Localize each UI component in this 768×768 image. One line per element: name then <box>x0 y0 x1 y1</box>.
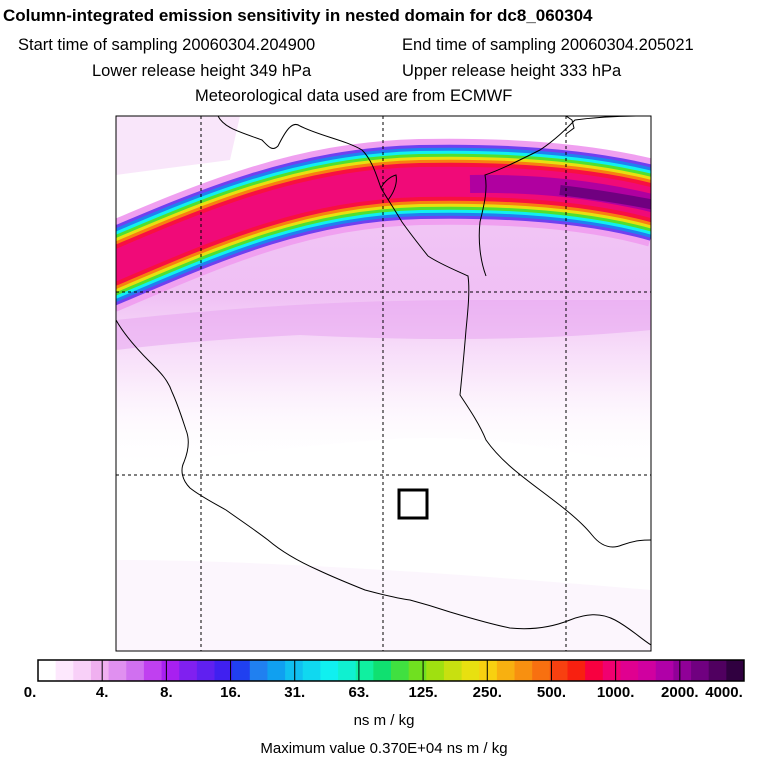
colorbar-swatch <box>496 660 516 681</box>
receptor-marker <box>397 488 429 520</box>
colorbar-swatch <box>126 660 145 681</box>
colorbar-swatch <box>532 660 551 681</box>
colorbar-swatch <box>320 660 339 681</box>
colorbar-swatch <box>285 660 304 681</box>
colorbar-swatch <box>196 660 215 681</box>
colorbar-tick-label: 2000. <box>661 684 699 701</box>
map-frame <box>115 115 652 652</box>
colorbar-swatch <box>708 660 727 681</box>
colorbar-tick-label: 1000. <box>596 684 635 701</box>
colorbar-swatch <box>355 660 374 681</box>
colorbar-swatch <box>602 660 621 681</box>
end-time-label: End time of sampling 20060304.205021 <box>402 36 694 54</box>
met-data-label: Meteorological data used are from ECMWF <box>195 87 513 105</box>
plume-band <box>116 138 651 312</box>
colorbar-swatch <box>673 660 692 681</box>
colorbar-tick-label: 0. <box>23 684 37 701</box>
colorbar-swatch <box>55 660 74 681</box>
colorbar-swatch <box>638 660 657 681</box>
colorbar-tick-label: 16. <box>220 684 241 701</box>
colorbar-swatch <box>514 660 533 681</box>
colorbar-swatch <box>143 660 163 681</box>
colorbar-swatch <box>161 660 180 681</box>
colorbar-swatch <box>391 660 410 681</box>
colorbar-swatch <box>426 660 445 681</box>
colorbar-tick-label: 4. <box>95 684 109 701</box>
colorbar-tick-label: 63. <box>348 684 370 701</box>
colorbar-tick-label: 4000. <box>705 684 743 701</box>
start-time-label: Start time of sampling 20060304.204900 <box>18 36 316 54</box>
colorbar-swatch <box>461 660 480 681</box>
corner-haze <box>116 116 240 175</box>
colorbar-swatch <box>408 660 427 681</box>
colorbar-swatch <box>655 660 674 681</box>
plot-title: Column-integrated emission sensitivity i… <box>3 6 593 25</box>
colorbar-swatch <box>479 660 498 681</box>
moderate-sensitivity-area <box>116 300 651 350</box>
colorbar-tick-label: 500. <box>536 684 567 701</box>
colorbar-swatch <box>38 660 57 681</box>
colorbar-swatch <box>549 660 568 681</box>
sensitivity-field <box>116 116 651 651</box>
coastlines <box>116 116 651 646</box>
colorbar-swatch <box>373 660 392 681</box>
lower-release-label: Lower release height 349 hPa <box>92 62 312 80</box>
colorbar-swatch <box>443 660 463 681</box>
colorbar-swatch <box>338 660 357 681</box>
colorbar-units: ns m / kg <box>353 712 415 729</box>
colorbar <box>37 659 745 682</box>
colorbar-swatch <box>108 660 127 681</box>
colorbar-tick-label: 125. <box>408 684 438 701</box>
colorbar-tick-label: 8. <box>160 684 173 701</box>
colorbar-tick-label: 31. <box>284 684 306 701</box>
colorbar-swatch <box>232 660 251 681</box>
colorbar-swatch <box>214 660 233 681</box>
colorbar-swatch <box>179 660 198 681</box>
colorbar-swatch <box>267 660 286 681</box>
colorbar-swatch <box>726 660 745 681</box>
colorbar-swatch <box>567 660 586 681</box>
colorbar-swatch <box>620 660 639 681</box>
colorbar-swatch <box>249 660 268 681</box>
colorbar-swatch <box>73 660 92 681</box>
colorbar-frame <box>37 659 745 682</box>
colorbar-tick-label: 250. <box>472 684 502 701</box>
upper-release-label: Upper release height 333 hPa <box>402 62 622 80</box>
grid-lines <box>116 116 651 651</box>
colorbar-swatch <box>691 660 710 681</box>
maximum-value-label: Maximum value 0.370E+04 ns m / kg <box>260 740 508 757</box>
colorbar-swatch <box>90 660 110 681</box>
colorbar-swatch <box>302 660 321 681</box>
colorbar-swatch <box>585 660 604 681</box>
